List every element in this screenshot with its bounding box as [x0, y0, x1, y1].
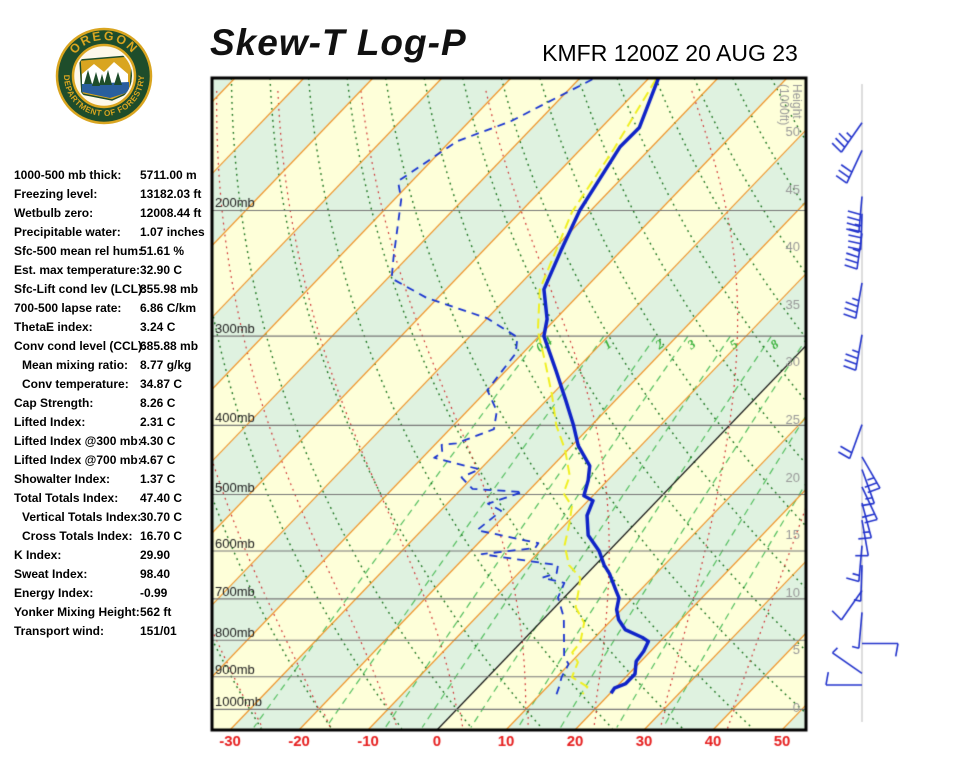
index-value: 29.90 — [140, 548, 171, 562]
page-title: Skew-T Log-P — [210, 22, 467, 63]
index-row: Sfc-Lift cond lev (LCL): 855.98 mb — [14, 282, 210, 301]
index-row: Energy Index: -0.99 — [14, 586, 210, 605]
index-row: Sfc-500 mean rel hum: 51.61 % — [14, 244, 210, 263]
station-datetime-title: KMFR 1200Z 20 AUG 23 — [542, 40, 798, 66]
index-row: ThetaE index: 3.24 C — [14, 320, 210, 339]
index-label: Sfc-Lift cond lev (LCL): — [14, 282, 146, 296]
odf-logo: OREGON DEPARTMENT OF FORESTRY — [55, 27, 153, 125]
index-row: Conv cond level (CCL): 685.88 mb — [14, 339, 210, 358]
logo-scene — [79, 55, 132, 101]
index-row: Precipitable water: 1.07 inches — [14, 225, 210, 244]
index-label: Est. max temperature: — [14, 263, 141, 277]
index-value: 855.98 mb — [140, 282, 199, 296]
index-row: Wetbulb zero: 12008.44 ft — [14, 206, 210, 225]
index-value: 4.30 C — [140, 434, 176, 448]
index-row: Cross Totals Index: 16.70 C — [14, 529, 210, 548]
index-value: 32.90 C — [140, 263, 183, 277]
index-value: 12008.44 ft — [140, 206, 202, 220]
index-label: Freezing level: — [14, 187, 98, 201]
index-label: Yonker Mixing Height: — [14, 605, 140, 619]
index-row: Est. max temperature: 32.90 C — [14, 263, 210, 282]
index-value: 1.07 inches — [140, 225, 205, 239]
index-label: Sfc-500 mean rel hum: — [14, 244, 143, 258]
index-label: Conv temperature: — [22, 377, 129, 391]
index-label: Total Totals Index: — [14, 491, 119, 505]
index-value: 47.40 C — [140, 491, 183, 505]
index-value: 2.31 C — [140, 415, 176, 429]
index-value: 562 ft — [140, 605, 172, 619]
index-label: Showalter Index: — [14, 472, 111, 486]
index-row: Showalter Index: 1.37 C — [14, 472, 210, 491]
index-value: 13182.03 ft — [140, 187, 202, 201]
index-value: 8.26 C — [140, 396, 176, 410]
index-label: Lifted Index @700 mb: — [14, 453, 142, 467]
index-label: K Index: — [14, 548, 62, 562]
index-value: 1.37 C — [140, 472, 176, 486]
index-row: 1000-500 mb thick: 5711.00 m — [14, 168, 210, 187]
index-label: ThetaE index: — [14, 320, 93, 334]
index-row: Lifted Index @700 mb: 4.67 C — [14, 453, 210, 472]
index-label: Cross Totals Index: — [22, 529, 133, 543]
index-label: Wetbulb zero: — [14, 206, 94, 220]
index-value: 6.86 C/km — [140, 301, 197, 315]
index-label: Sweat Index: — [14, 567, 88, 581]
index-row: K Index: 29.90 — [14, 548, 210, 567]
index-value: 98.40 — [140, 567, 171, 581]
index-value: 5711.00 m — [140, 168, 197, 182]
sounding-indices-panel: 1000-500 mb thick: 5711.00 m Freezing leve… — [14, 168, 210, 643]
index-label: Mean mixing ratio: — [22, 358, 129, 372]
index-row: Lifted Index @300 mb: 4.30 C — [14, 434, 210, 453]
index-label: Vertical Totals Index: — [22, 510, 142, 524]
index-label: Transport wind: — [14, 624, 104, 638]
index-row: Freezing level: 13182.03 ft — [14, 187, 210, 206]
index-row: Mean mixing ratio: 8.77 g/kg — [14, 358, 210, 377]
index-label: 700-500 lapse rate: — [14, 301, 122, 315]
index-value: 3.24 C — [140, 320, 176, 334]
index-label: Precipitable water: — [14, 225, 121, 239]
index-row: Lifted Index: 2.31 C — [14, 415, 210, 434]
index-row: Total Totals Index: 47.40 C — [14, 491, 210, 510]
index-row: Vertical Totals Index: 30.70 C — [14, 510, 210, 529]
index-row: Conv temperature: 34.87 C — [14, 377, 210, 396]
index-row: Cap Strength: 8.26 C — [14, 396, 210, 415]
index-value: 151/01 — [140, 624, 177, 638]
index-row: Sweat Index: 98.40 — [14, 567, 210, 586]
index-label: 1000-500 mb thick: — [14, 168, 122, 182]
index-label: Lifted Index: — [14, 415, 86, 429]
index-value: 8.77 g/kg — [140, 358, 192, 372]
index-value: 685.88 mb — [140, 339, 199, 353]
index-value: 16.70 C — [140, 529, 183, 543]
index-label: Lifted Index @300 mb: — [14, 434, 142, 448]
index-value: 30.70 C — [140, 510, 183, 524]
index-value: -0.99 — [140, 586, 168, 600]
index-value: 51.61 % — [140, 244, 185, 258]
index-label: Energy Index: — [14, 586, 94, 600]
index-value: 34.87 C — [140, 377, 183, 391]
index-label: Cap Strength: — [14, 396, 94, 410]
index-value: 4.67 C — [140, 453, 176, 467]
index-row: Yonker Mixing Height: 562 ft — [14, 605, 210, 624]
index-row: Transport wind: 151/01 — [14, 624, 210, 643]
index-label: Conv cond level (CCL): — [14, 339, 147, 353]
index-row: 700-500 lapse rate: 6.86 C/km — [14, 301, 210, 320]
